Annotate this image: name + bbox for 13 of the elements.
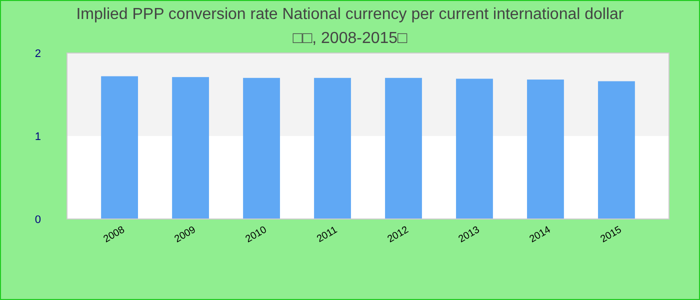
x-tick-label: 2014 <box>528 224 553 246</box>
x-tick-label: 2013 <box>456 224 482 246</box>
x-tick-label: 2008 <box>102 224 128 246</box>
x-tick-label: 2009 <box>172 224 198 246</box>
x-tick-label: 2012 <box>386 224 412 246</box>
y-tick-label: 1 <box>34 130 41 143</box>
chart-subtitle: □□, 2008-2015□ <box>292 30 408 47</box>
x-tick-label: 2015 <box>598 224 624 246</box>
x-tick-label: 2010 <box>244 224 270 246</box>
x-tick-label: 2011 <box>315 224 340 245</box>
chart-title: Implied PPP conversion rate National currency per current international dollar <box>76 6 624 23</box>
y-tick-label: 2 <box>34 48 41 60</box>
y-tick-label: 0 <box>34 214 41 226</box>
